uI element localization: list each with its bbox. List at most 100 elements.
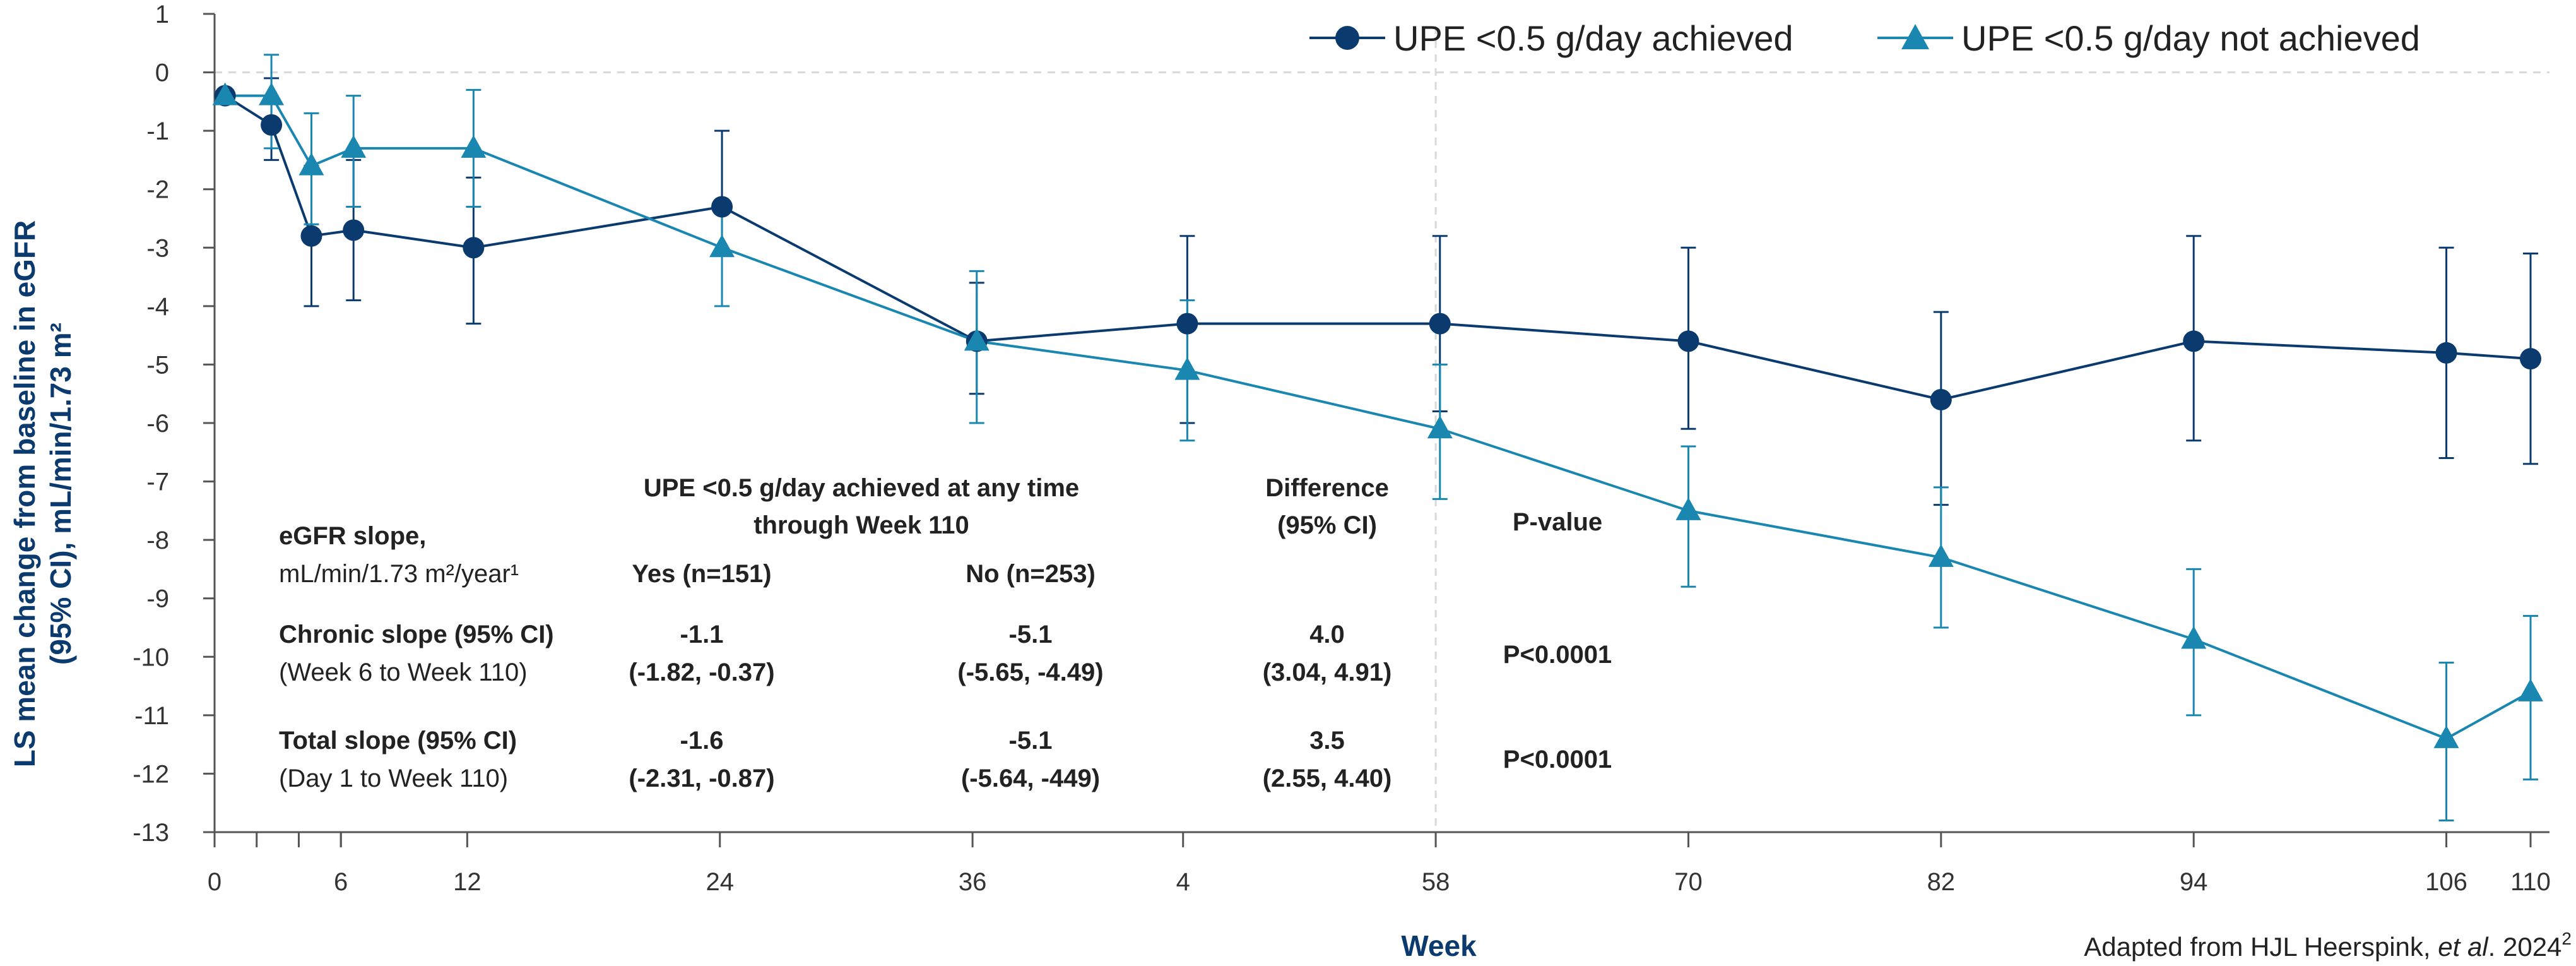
table-row-header: eGFR slope, [279, 522, 426, 550]
source-italic: et al [2438, 932, 2489, 962]
x-tick-label: 0 [208, 868, 222, 896]
series-line-not-achieved [225, 94, 2531, 741]
legend-circle-marker [1335, 26, 1359, 50]
chronic-diff-ci: (3.04, 4.91) [1263, 659, 1392, 686]
x-tick-label: 58 [1422, 868, 1450, 896]
total-no-value: -5.1 [1009, 727, 1053, 754]
chronic-pvalue: P<0.0001 [1503, 641, 1612, 669]
x-tick-label: 70 [1674, 868, 1703, 896]
data-point-not-achieved [1928, 544, 1954, 567]
data-point-not-achieved [2518, 678, 2543, 701]
total-yes-value: -1.6 [680, 727, 724, 754]
y-tick-label: -10 [133, 643, 169, 671]
data-point-not-achieved [1427, 415, 1453, 439]
source-suffix: . 2024 [2488, 932, 2562, 962]
y-tick-label: -6 [146, 410, 169, 438]
total-diff-ci: (2.55, 4.40) [1263, 765, 1392, 792]
table-difference-ci-header: (95% CI) [1277, 511, 1377, 539]
data-point-achieved [261, 114, 283, 136]
table-no-header: No (n=253) [966, 560, 1096, 588]
y-tick-label: -2 [146, 176, 169, 204]
y-tick-label: 1 [155, 1, 169, 28]
total-diff-value: 3.5 [1309, 727, 1345, 754]
y-tick-label: -11 [134, 702, 169, 730]
data-point-not-achieved [298, 152, 324, 176]
y-tick-label: -12 [133, 760, 169, 788]
table-row-header-units: mL/min/1.73 m²/year¹ [279, 560, 519, 588]
data-point-achieved [2520, 348, 2541, 370]
table-difference-header: Difference [1265, 474, 1389, 502]
data-point-not-achieved [461, 134, 487, 158]
total-slope-label: Total slope (95% CI) [279, 727, 517, 754]
y-tick-label: -5 [146, 351, 169, 379]
x-tick-label: 94 [2180, 868, 2208, 896]
y-axis-title-line1: LS mean change from baseline in eGFR [8, 220, 41, 768]
x-tick-label: 24 [706, 868, 734, 896]
y-tick-label: -13 [133, 819, 169, 847]
total-pvalue: P<0.0001 [1503, 746, 1612, 773]
x-tick-label: 106 [2425, 868, 2467, 896]
data-point-not-achieved [259, 82, 285, 105]
data-point-achieved [1930, 388, 1952, 410]
chronic-no-ci: (-5.65, -4.49) [957, 659, 1103, 686]
data-point-achieved [1176, 313, 1198, 335]
data-point-achieved [2435, 342, 2457, 364]
x-tick-label: 4 [1176, 868, 1190, 896]
table-yes-header: Yes (n=151) [632, 560, 771, 588]
total-slope-sublabel: (Day 1 to Week 110) [279, 765, 508, 792]
axis-layer: 1 0 -1 -2 -3 -4 -5 -6 -7 -8 -9 -10 -11 -12 -13 0 6 12 24 36… [133, 1, 2551, 896]
source-note: Adapted from HJL Heerspink, et al. 20242 [2084, 929, 2572, 962]
total-no-ci: (-5.64, -449) [961, 765, 1100, 792]
data-point-achieved [2183, 330, 2205, 352]
y-tick-label: -3 [146, 234, 169, 262]
data-point-achieved [343, 219, 365, 241]
chronic-diff-value: 4.0 [1309, 621, 1345, 648]
source-prefix: Adapted from HJL Heerspink, [2084, 932, 2438, 962]
total-yes-ci: (-2.31, -0.87) [629, 765, 774, 792]
y-tick-label: -4 [146, 293, 169, 321]
x-axis-title: Week [1401, 929, 1477, 962]
chronic-yes-ci: (-1.82, -0.37) [629, 659, 774, 686]
data-point-not-achieved [212, 82, 238, 105]
legend-triangle-marker [1901, 24, 1929, 49]
chronic-yes-value: -1.1 [680, 621, 724, 648]
legend-label-achieved: UPE <0.5 g/day achieved [1393, 18, 1793, 58]
data-point-not-achieved [1174, 357, 1200, 380]
data-point-achieved [300, 225, 322, 247]
y-axis-title-line2: (95% CI), mL/min/1.73 m² [44, 323, 77, 665]
table-pvalue-header: P-value [1513, 508, 1602, 536]
chronic-slope-sublabel: (Week 6 to Week 110) [279, 659, 528, 686]
x-tick-label: 110 [2510, 868, 2551, 896]
y-tick-label: -9 [146, 585, 169, 613]
y-tick-label: -1 [146, 117, 169, 145]
legend-label-not-achieved: UPE <0.5 g/day not achieved [1961, 18, 2420, 58]
data-point-achieved [463, 237, 485, 259]
data-point-not-achieved [964, 328, 990, 351]
series-layer [212, 54, 2543, 821]
series-line-achieved [224, 94, 2531, 402]
table-group-header: UPE <0.5 g/day achieved at any time [644, 474, 1079, 502]
data-point-not-achieved [341, 134, 367, 158]
chronic-slope-label: Chronic slope (95% CI) [279, 621, 554, 648]
y-tick-label: -8 [146, 527, 169, 554]
data-point-achieved [711, 196, 733, 218]
source-superscript: 2 [2561, 929, 2572, 948]
data-point-not-achieved [2433, 725, 2459, 748]
slope-table: UPE <0.5 g/day achieved at any time thro… [279, 474, 1612, 792]
data-point-achieved [1677, 330, 1699, 352]
data-point-not-achieved [1675, 497, 1701, 520]
grid-layer [215, 27, 2549, 832]
data-point-not-achieved [2181, 626, 2207, 649]
x-tick-label: 12 [453, 868, 482, 896]
y-tick-label: 0 [155, 59, 169, 87]
x-tick-label: 6 [334, 868, 348, 896]
legend: UPE <0.5 g/day achieved UPE <0.5 g/day n… [1309, 18, 2420, 58]
chronic-no-value: -5.1 [1009, 621, 1053, 648]
table-group-header-line2: through Week 110 [753, 511, 969, 539]
data-point-achieved [1429, 313, 1451, 335]
x-tick-label: 82 [1927, 868, 1956, 896]
y-tick-label: -7 [146, 468, 169, 496]
data-point-not-achieved [709, 234, 735, 258]
x-tick-label: 36 [959, 868, 987, 896]
